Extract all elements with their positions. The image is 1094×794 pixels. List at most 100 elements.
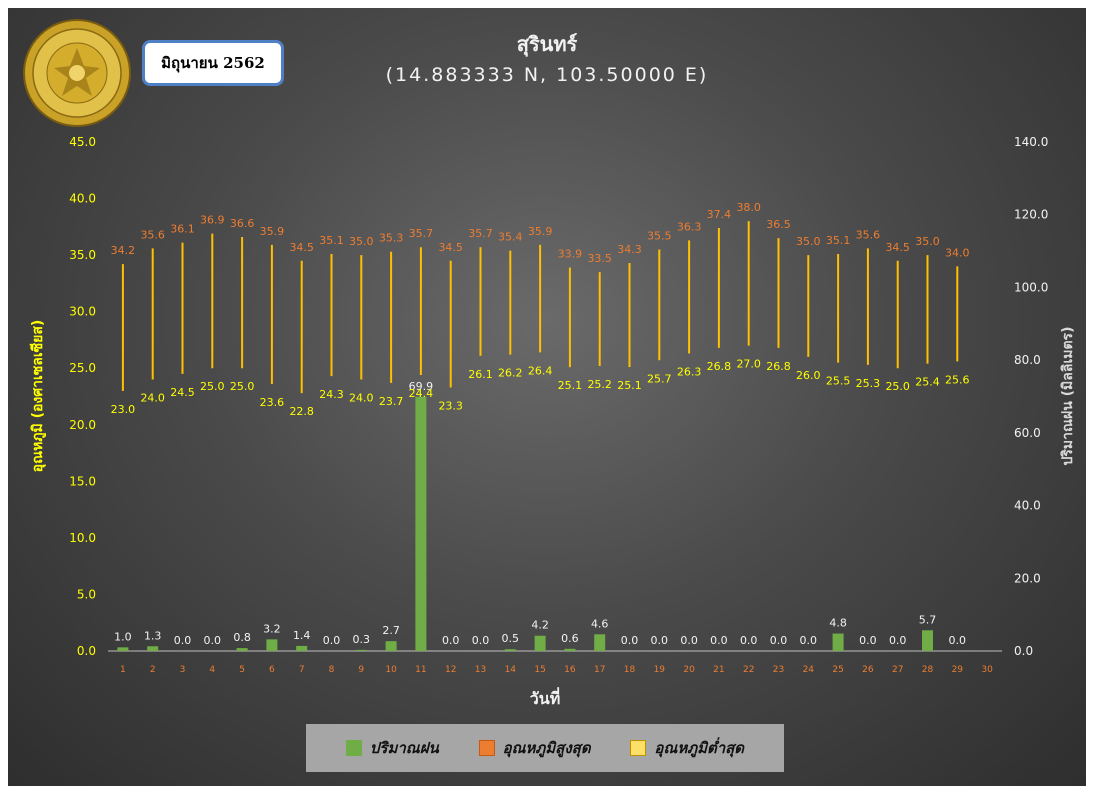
y-left-axis-title: อุณหภูมิ (องศาเซลเซียส) [30,320,46,473]
x-tick-label: 24 [803,665,815,675]
rain-value-label: 0.0 [949,634,967,647]
rain-value-label: 5.7 [919,613,937,626]
tmax-value-label: 35.6 [140,228,165,241]
rain-bar [564,648,576,651]
x-tick-label: 3 [180,665,186,675]
tmin-value-label: 23.3 [438,399,463,412]
y-left-tick-label: 35.0 [69,248,96,262]
x-tick-label: 21 [713,665,724,675]
tmin-value-label: 26.1 [468,368,493,381]
x-tick-label: 25 [832,665,843,675]
tmin-value-label: 26.8 [707,360,732,373]
x-tick-label: 14 [505,665,517,675]
tmax-value-label: 35.0 [349,235,374,248]
rain-value-label: 4.8 [829,617,847,630]
tmin-value-label: 25.1 [617,379,642,392]
rain-bar [236,648,248,651]
tmin-value-label: 24.0 [349,392,374,405]
tmin-value-label: 26.0 [796,369,821,382]
tmax-value-label: 35.4 [498,231,523,244]
tmin-value-label: 25.0 [200,380,225,393]
rain-value-label: 0.0 [740,634,758,647]
legend-label-tmin: อุณหภูมิต่ำสุด [654,739,745,757]
rain-bar [266,639,278,651]
tmax-value-label: 34.3 [617,243,642,256]
x-tick-label: 26 [862,665,874,675]
rain-value-label: 3.2 [263,622,281,635]
x-axis-title: วันที่ [530,687,560,708]
y-right-tick-label: 20.0 [1014,571,1041,585]
y-right-tick-label: 0.0 [1014,644,1033,658]
rain-value-label: 1.0 [114,630,132,643]
rain-value-label: 0.0 [800,634,818,647]
rain-value-label: 0.0 [651,634,669,647]
legend-swatch-rain [345,740,362,756]
x-tick-label: 19 [654,665,666,675]
tmax-value-label: 35.6 [856,228,881,241]
rain-bar [385,641,397,651]
x-tick-label: 22 [743,665,754,675]
rain-bar [355,649,367,651]
rain-value-label: 0.0 [174,634,192,647]
x-tick-label: 8 [329,665,335,675]
x-tick-label: 4 [209,665,215,675]
y-right-tick-label: 60.0 [1014,426,1041,440]
x-tick-label: 1 [120,665,126,675]
tmin-value-label: 23.7 [379,395,404,408]
tmin-value-label: 24.5 [170,386,195,399]
station-title: สุรินทร์ [516,32,578,56]
legend-swatch-tmin [630,740,647,756]
legend-label-tmax: อุณหภูมิสูงสุด [502,739,591,757]
y-right-tick-label: 120.0 [1014,208,1048,222]
x-tick-label: 9 [358,665,364,675]
chart-panel [8,8,1086,786]
y-left-tick-label: 5.0 [77,587,96,601]
tmin-value-label: 25.6 [945,373,970,386]
tmax-value-label: 37.4 [707,208,732,221]
legend-label-rain: ปริมาณฝน [369,739,439,757]
rain-value-label: 0.8 [233,631,251,644]
y-right-axis-title: ปริมาณฝน (มิลลิเมตร) [1060,327,1076,466]
x-tick-label: 6 [269,665,275,675]
y-left-tick-label: 30.0 [69,305,96,319]
tmin-value-label: 25.5 [826,375,851,388]
x-tick-label: 29 [952,665,964,675]
legend-item-tmax: อุณหภูมิสูงสุด [478,736,591,760]
rain-value-label: 0.5 [502,632,520,645]
x-tick-label: 27 [892,665,903,675]
chart-legend: ปริมาณฝน อุณหภูมิสูงสุด อุณหภูมิต่ำสุด [306,724,784,772]
tmax-value-label: 36.9 [200,214,225,227]
rain-value-label: 0.0 [204,634,222,647]
tmin-value-label: 25.0 [885,380,910,393]
tmax-value-label: 36.6 [230,217,255,230]
tmin-value-label: 22.8 [289,405,314,418]
rain-value-label: 1.4 [293,629,311,642]
rain-value-label: 0.0 [710,634,728,647]
tmin-value-label: 26.4 [528,364,553,377]
tmin-value-label: 25.1 [558,379,583,392]
rain-bar [147,646,159,651]
rain-value-label: 0.0 [621,634,639,647]
rain-value-label: 0.0 [889,634,907,647]
tmax-value-label: 33.5 [587,252,612,265]
rain-value-label: 4.6 [591,617,609,630]
rain-value-label: 4.2 [531,619,549,632]
x-tick-label: 23 [773,665,784,675]
rain-bar [296,645,308,651]
tmax-value-label: 35.7 [409,227,434,240]
x-tick-label: 28 [922,665,934,675]
tmin-value-label: 23.0 [111,403,136,416]
y-right-tick-label: 80.0 [1014,353,1041,367]
meteorological-department-logo [23,19,131,127]
tmax-value-label: 34.5 [289,241,314,254]
tmin-value-label: 24.3 [319,388,344,401]
tmax-value-label: 35.1 [319,234,344,247]
rain-bar [922,630,933,651]
y-left-tick-label: 40.0 [69,192,96,206]
rain-bar [534,635,546,651]
tmax-value-label: 36.5 [766,218,791,231]
x-tick-label: 7 [299,665,305,675]
tmin-value-label: 23.6 [260,396,285,409]
rain-bar [117,647,129,651]
